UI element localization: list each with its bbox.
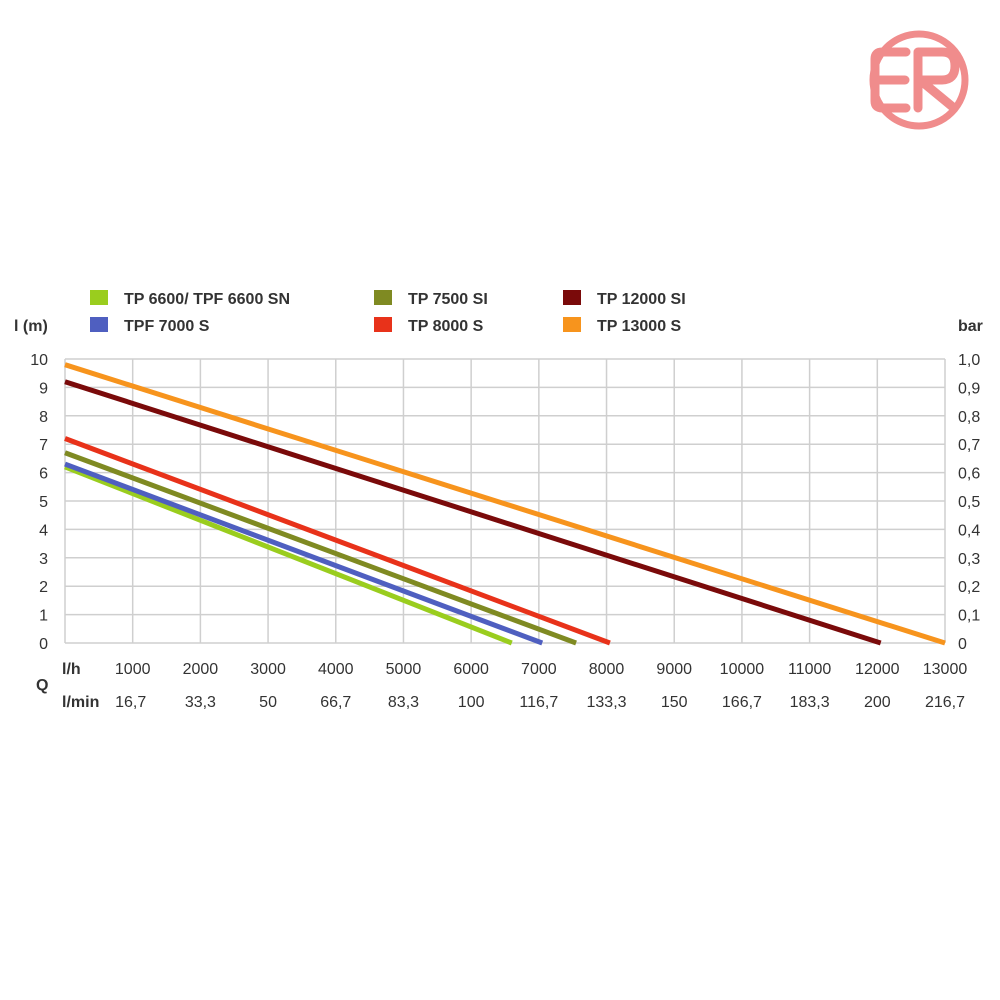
x-lh-tick-label: 8000	[589, 661, 625, 678]
y-right-tick-label: 1,0	[958, 352, 980, 369]
x-lmin-tick-label: 200	[864, 694, 891, 711]
x-lh-tick-label: 4000	[318, 661, 354, 678]
legend-swatch	[90, 317, 108, 332]
x-lh-tick-label: 1000	[115, 661, 151, 678]
legend-label: TP 13000 S	[597, 318, 682, 335]
y-left-tick-label: 5	[39, 494, 48, 511]
x-lh-tick-label: 5000	[386, 661, 422, 678]
x-lmin-tick-label: 100	[458, 694, 485, 711]
y-right-tick-label: 0,9	[958, 380, 980, 397]
y-right-tick-label: 0,4	[958, 522, 980, 539]
series-line	[64, 450, 577, 646]
x-lmin-tick-label: 183,3	[790, 694, 830, 711]
legend-label: TP 7500 SI	[408, 291, 488, 308]
y-left-tick-label: 1	[39, 608, 48, 625]
x-lmin-tick-label: 133,3	[587, 694, 627, 711]
x-lmin-tick-label: 83,3	[388, 694, 419, 711]
y-right-tick-label: 0,1	[958, 608, 980, 625]
tick-labels: 0 0 1 0,1 2 0,2 3 0,3 4 0,4 5 0,5 6 0,6 7 0,7 8 0,8 9 0,9 10…	[30, 352, 980, 711]
y-right-axis-label: bar	[958, 318, 983, 335]
y-left-tick-label: 0	[39, 636, 48, 653]
x-lh-tick-label: 12000	[855, 661, 900, 678]
x-lmin-tick-label: 116,7	[519, 694, 558, 711]
x-lmin-tick-label: 150	[661, 694, 688, 711]
series-line	[64, 464, 513, 646]
legend-label: TP 6600/ TPF 6600 SN	[124, 291, 290, 308]
y-left-tick-label: 4	[39, 522, 48, 539]
series-line	[64, 436, 611, 646]
y-left-tick-label: 7	[39, 437, 48, 454]
x-lmin-tick-label: 16,7	[115, 694, 146, 711]
series-lines	[64, 362, 946, 646]
y-right-tick-label: 0,3	[958, 551, 980, 568]
x-lh-tick-label: 9000	[656, 661, 692, 678]
grid	[64, 358, 946, 644]
x-lmin-tick-label: 66,7	[320, 694, 351, 711]
y-right-tick-label: 0,2	[958, 579, 980, 596]
y-left-tick-label: 10	[30, 352, 48, 369]
legend-swatch	[374, 290, 392, 305]
x-lmin-tick-label: 166,7	[722, 694, 762, 711]
x-lmin-tick-label: 216,7	[925, 694, 965, 711]
x-lh-tick-label: 13000	[923, 661, 968, 678]
y-right-tick-label: 0,8	[958, 409, 980, 426]
series-line	[64, 362, 946, 646]
x-lmin-tick-label: 50	[259, 694, 277, 711]
y-left-tick-label: 6	[39, 466, 48, 483]
x-lh-tick-label: 6000	[453, 661, 489, 678]
legend-label: TPF 7000 S	[124, 318, 210, 335]
series-line	[64, 461, 544, 646]
legend-swatch	[90, 290, 108, 305]
y-right-tick-label: 0,7	[958, 437, 980, 454]
x-lh-tick-label: 11000	[788, 661, 831, 678]
x-lh-tick-label: 10000	[720, 661, 765, 678]
y-right-tick-label: 0	[958, 636, 967, 653]
x-axis-lmin-row-label: l/min	[62, 694, 99, 711]
y-left-tick-label: 8	[39, 409, 48, 426]
x-axis-q-label: Q	[36, 677, 48, 694]
brand-logo	[869, 30, 969, 130]
legend: TP 6600/ TPF 6600 SN TP 7500 SI TP 12000 S…	[90, 290, 686, 335]
x-axis-lh-row-label: l/h	[62, 661, 81, 678]
x-lmin-tick-label: 33,3	[185, 694, 216, 711]
x-lh-tick-label: 2000	[183, 661, 219, 678]
y-left-axis-label: l (m)	[14, 318, 48, 335]
y-left-tick-label: 2	[39, 579, 48, 596]
x-lh-tick-label: 3000	[250, 661, 286, 678]
x-lh-tick-label: 7000	[521, 661, 557, 678]
legend-label: TP 8000 S	[408, 318, 484, 335]
y-left-tick-label: 3	[39, 551, 48, 568]
y-left-tick-label: 9	[39, 380, 48, 397]
y-right-tick-label: 0,5	[958, 494, 980, 511]
series-line	[64, 379, 882, 646]
y-right-tick-label: 0,6	[958, 466, 980, 483]
legend-swatch	[563, 317, 581, 332]
legend-label: TP 12000 SI	[597, 291, 686, 308]
legend-swatch	[563, 290, 581, 305]
legend-swatch	[374, 317, 392, 332]
